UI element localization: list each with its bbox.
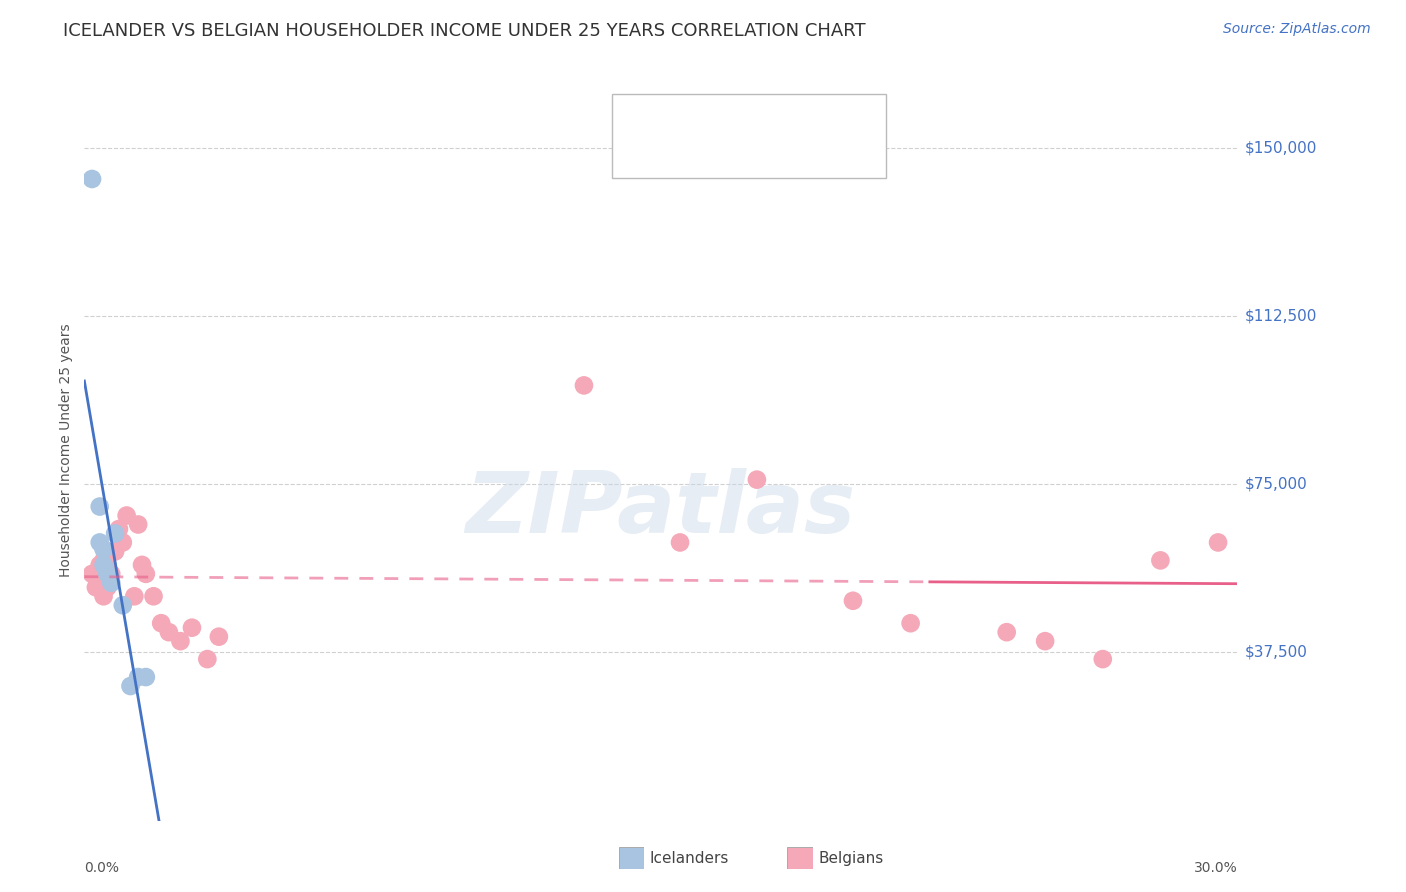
Text: $150,000: $150,000 [1244,140,1317,155]
Text: R =: R = [658,145,692,159]
Point [89,558,111,572]
Point [1091,652,1114,666]
Point [93,558,115,572]
Point [96,558,118,572]
Point [169,634,191,648]
Point [195,652,218,666]
Point [127,670,149,684]
Point [108,522,131,536]
Point [111,535,134,549]
Point [131,558,153,572]
Point [572,378,595,392]
Point [842,594,865,608]
Text: 0.054: 0.054 [699,145,742,159]
Point [1033,634,1056,648]
Point [208,630,231,644]
Point [104,526,127,541]
Point [84,580,107,594]
Text: -0.017: -0.017 [699,106,748,120]
Y-axis label: Householder Income Under 25 years: Householder Income Under 25 years [59,324,73,577]
Point [96,566,118,581]
Point [93,589,115,603]
Text: Source: ZipAtlas.com: Source: ZipAtlas.com [1223,22,1371,37]
Point [100,566,122,581]
Point [104,544,127,558]
Text: $75,000: $75,000 [1244,476,1308,491]
Point [995,625,1018,640]
Point [89,535,111,549]
Point [1206,535,1229,549]
Point [1149,553,1171,567]
Text: $37,500: $37,500 [1244,645,1308,660]
Point [80,566,103,581]
Point [142,589,165,603]
Point [669,535,692,549]
Text: N =: N = [762,145,806,159]
Text: 0.0%: 0.0% [84,861,120,875]
Text: N =: N = [762,106,806,120]
Point [93,542,115,557]
Text: $112,500: $112,500 [1244,309,1317,323]
Point [127,517,149,532]
Text: Belgians: Belgians [818,851,883,865]
Point [93,553,115,567]
Point [900,616,922,631]
Point [80,172,103,186]
Point [135,670,157,684]
Text: 33: 33 [820,145,839,159]
Point [100,575,122,590]
Text: R =: R = [658,106,692,120]
Point [124,589,146,603]
Point [115,508,138,523]
Text: ICELANDER VS BELGIAN HOUSEHOLDER INCOME UNDER 25 YEARS CORRELATION CHART: ICELANDER VS BELGIAN HOUSEHOLDER INCOME … [63,22,866,40]
Text: ZIPatlas: ZIPatlas [465,468,856,551]
Point [111,599,134,613]
Point [745,473,768,487]
Text: 30.0%: 30.0% [1194,861,1237,875]
Point [96,580,118,594]
Point [181,621,204,635]
Point [150,616,173,631]
Point [89,500,111,514]
Point [120,679,142,693]
Point [157,625,180,640]
Text: Icelanders: Icelanders [650,851,728,865]
Text: 12: 12 [820,106,839,120]
Point [135,566,157,581]
